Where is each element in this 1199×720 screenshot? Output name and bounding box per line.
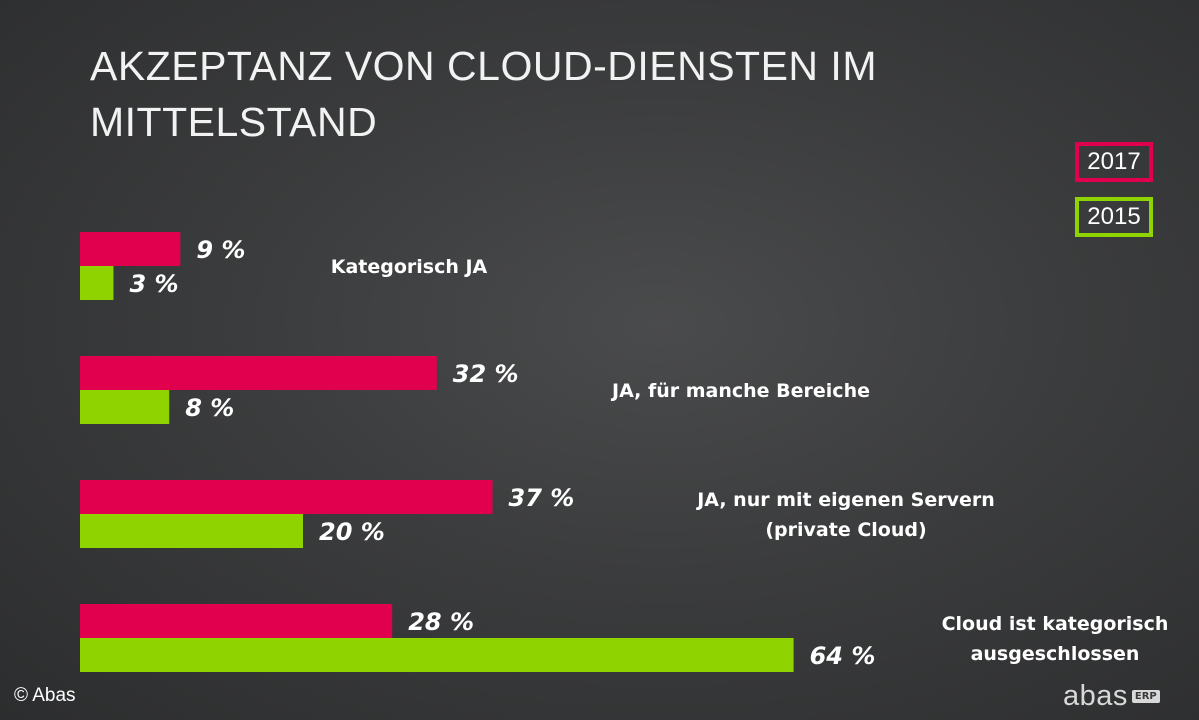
data-label-2017-3: 28 % bbox=[408, 608, 474, 636]
logo-badge: ERP bbox=[1131, 690, 1160, 703]
bar-2015-0 bbox=[80, 266, 114, 300]
data-label-2015-2: 20 % bbox=[319, 518, 385, 546]
category-label-1-line-0: JA, für manche Bereiche bbox=[610, 380, 870, 402]
data-label-2015-0: 3 % bbox=[129, 270, 178, 298]
category-label-2-line-0: JA, nur mit eigenen Servern bbox=[695, 489, 995, 511]
data-label-2017-2: 37 % bbox=[509, 484, 575, 512]
bar-2017-3 bbox=[80, 604, 393, 638]
data-label-2017-1: 32 % bbox=[453, 360, 519, 388]
chart-title: AKZEPTANZ VON CLOUD-DIENSTEN IM MITTELST… bbox=[90, 43, 877, 145]
category-label-2-line-1: (private Cloud) bbox=[765, 519, 926, 541]
bar-2017-0 bbox=[80, 232, 181, 266]
legend-2015: 2015 bbox=[1075, 197, 1153, 237]
bar-2015-2 bbox=[80, 514, 303, 548]
bar-2015-3 bbox=[80, 638, 794, 672]
data-label-2015-1: 8 % bbox=[185, 394, 234, 422]
logo-wordmark: abas bbox=[1063, 680, 1128, 712]
bar-2017-1 bbox=[80, 356, 437, 390]
category-label-3-line-0: Cloud ist kategorisch bbox=[942, 613, 1169, 635]
category-label-0-line-0: Kategorisch JA bbox=[331, 256, 488, 278]
data-label-2015-3: 64 % bbox=[810, 642, 876, 670]
bar-2015-1 bbox=[80, 390, 170, 424]
category-label-3-line-1: ausgeschlossen bbox=[971, 643, 1140, 665]
abas-logo: abas ERP bbox=[1063, 680, 1160, 713]
legend-2017: 2017 bbox=[1075, 142, 1153, 182]
bar-2017-2 bbox=[80, 480, 493, 514]
copyright-text: © Abas bbox=[14, 685, 76, 706]
data-label-2017-0: 9 % bbox=[196, 236, 245, 264]
